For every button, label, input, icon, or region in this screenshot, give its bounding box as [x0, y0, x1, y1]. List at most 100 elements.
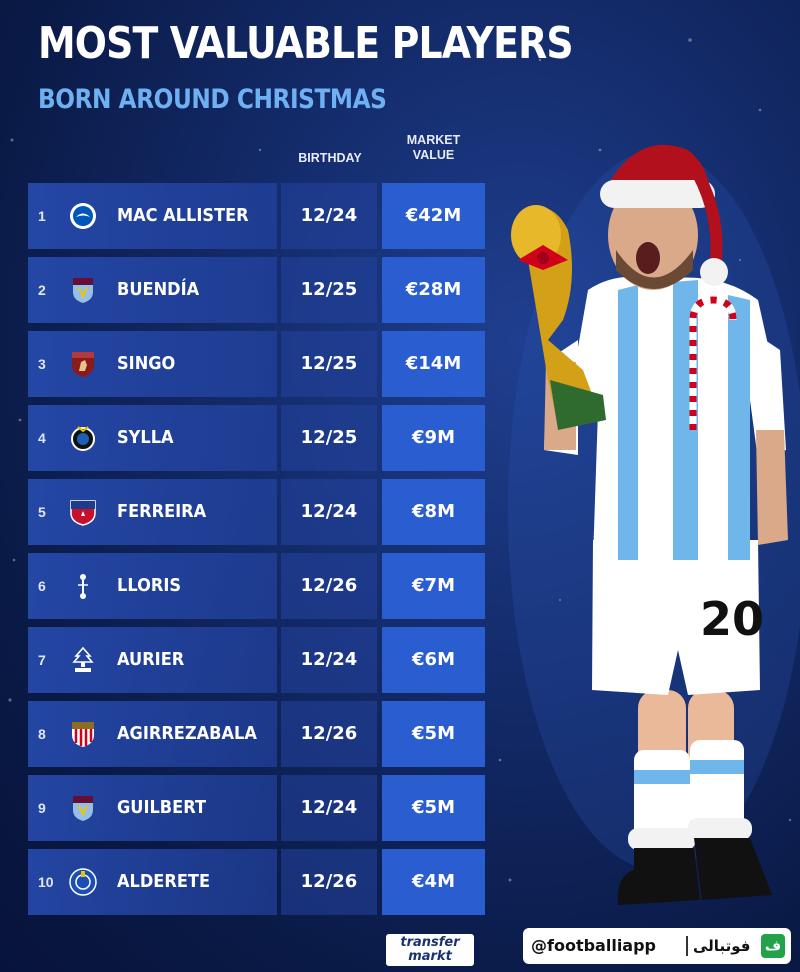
market-value: €5M [412, 723, 455, 744]
birthday-value: 12/26 [300, 575, 358, 596]
transfermarkt-logo: transfer markt [386, 934, 474, 966]
player-name: ALDERETE [117, 871, 211, 892]
rank-number: 7 [38, 652, 46, 668]
table-row: 7 AURIER 12/24 €6M [28, 627, 485, 693]
birthday-value: 12/24 [300, 205, 358, 226]
player-cell: 1 MAC ALLISTER [28, 183, 277, 249]
birthday-value: 12/24 [300, 649, 358, 670]
column-header-birthday: BIRTHDAY [298, 151, 362, 165]
table-row: 5 FERREIRA 12/24 €8M [28, 479, 485, 545]
birthday-value: 12/24 [300, 797, 358, 818]
shorts-number-icon: 20 [700, 592, 764, 646]
athletic-bilbao-crest-icon [72, 722, 94, 747]
rank-number: 1 [38, 208, 46, 224]
birthday-cell: 12/26 [281, 849, 377, 915]
player-cell: 8 AGIRREZABALA [28, 701, 277, 767]
market-value: €5M [412, 797, 455, 818]
market-value: €8M [412, 501, 455, 522]
tottenham-crest-icon [78, 574, 88, 599]
market-value-cell: €6M [382, 627, 485, 693]
birthday-cell: 12/24 [281, 479, 377, 545]
table-row: 6 LLORIS 12/26 €7M [28, 553, 485, 619]
rank-number: 9 [38, 800, 46, 816]
app-logo-icon: ف [761, 934, 785, 958]
player-cell: 5 FERREIRA [28, 479, 277, 545]
birthday-value: 12/25 [300, 353, 358, 374]
player-cell: 9 GUILBERT [28, 775, 277, 841]
birthday-value: 12/26 [300, 723, 358, 744]
player-illustration: 20 [508, 144, 800, 905]
table-row: 8 AGIRREZABALA 12/26 €5M [28, 701, 485, 767]
market-value: €4M [412, 871, 455, 892]
birthday-cell: 12/25 [281, 257, 377, 323]
app-name-arabic: فوتبالی [693, 937, 751, 955]
rank-number: 10 [38, 874, 54, 890]
birthday-cell: 12/24 [281, 627, 377, 693]
market-value-cell: €5M [382, 775, 485, 841]
getafe-crest-icon [69, 868, 97, 896]
player-cell: 2 BUENDÍA [28, 257, 277, 323]
player-name: MAC ALLISTER [117, 205, 249, 226]
column-header-market-line2: VALUE [412, 148, 455, 162]
player-cell: 10 ALDERETE [28, 849, 277, 915]
table-row: 9 GUILBERT 12/24 €5M [28, 775, 485, 841]
player-cell: 7 AURIER [28, 627, 277, 693]
rank-number: 8 [38, 726, 46, 742]
birthday-value: 12/24 [300, 501, 358, 522]
aston-villa-crest-icon [73, 278, 93, 303]
market-value-cell: €28M [382, 257, 485, 323]
market-value-cell: €5M [382, 701, 485, 767]
birthday-value: 12/25 [300, 279, 358, 300]
player-name: AGIRREZABALA [117, 723, 257, 744]
player-cell: 3 SINGO [28, 331, 277, 397]
social-handle-badge: @footballiapp فوتبالی ف [523, 928, 791, 964]
market-value-cell: €42M [382, 183, 485, 249]
nottingham-forest-crest-icon [72, 646, 94, 672]
table-row: 3 SINGO 12/25 €14M [28, 331, 485, 397]
table-row: 1 MAC ALLISTER 12/24 €42M [28, 183, 485, 249]
market-value: €9M [412, 427, 455, 448]
player-cell: 4 SYLLA [28, 405, 277, 471]
player-name: BUENDÍA [117, 279, 200, 300]
page-title: MOST VALUABLE PLAYERS [38, 18, 574, 69]
page-subtitle: BORN AROUND CHRISTMAS [38, 84, 387, 115]
rank-number: 5 [38, 504, 46, 520]
birthday-cell: 12/26 [281, 701, 377, 767]
market-value: €42M [405, 205, 462, 226]
table-row: 2 BUENDÍA 12/25 €28M [28, 257, 485, 323]
aston-villa-crest-icon [73, 796, 93, 821]
market-value-cell: €8M [382, 479, 485, 545]
birthday-cell: 12/24 [281, 183, 377, 249]
market-value: €28M [405, 279, 462, 300]
market-value-cell: €14M [382, 331, 485, 397]
brighton-crest-icon [70, 203, 96, 229]
transfermarkt-logo-line2: markt [408, 949, 452, 964]
rank-number: 4 [38, 430, 46, 446]
market-value-cell: €9M [382, 405, 485, 471]
transfermarkt-logo-line1: transfer [400, 935, 460, 950]
market-value-cell: €7M [382, 553, 485, 619]
birthday-cell: 12/25 [281, 405, 377, 471]
birthday-cell: 12/25 [281, 331, 377, 397]
player-name: LLORIS [117, 575, 182, 596]
player-name: AURIER [117, 649, 185, 670]
column-header-market-line1: MARKET [406, 133, 461, 147]
market-value: €14M [405, 353, 462, 374]
player-name: FERREIRA [117, 501, 207, 522]
table-row: 4 SYLLA 12/25 €9M [28, 405, 485, 471]
table-row: 10 ALDERETE 12/26 €4M [28, 849, 485, 915]
player-name: SINGO [117, 353, 176, 374]
player-cell: 6 LLORIS [28, 553, 277, 619]
torino-crest-icon [72, 352, 94, 377]
column-header-market-value: MARKET VALUE [382, 133, 485, 163]
birthday-cell: 12/26 [281, 553, 377, 619]
birthday-value: 12/25 [300, 427, 358, 448]
club-brugge-crest-icon [71, 426, 95, 451]
rank-number: 6 [38, 578, 46, 594]
handle-divider [686, 936, 688, 956]
social-handle: @footballiapp [531, 936, 656, 955]
market-value: €7M [412, 575, 455, 596]
market-value: €6M [412, 649, 455, 670]
rank-number: 3 [38, 356, 46, 372]
player-name: SYLLA [117, 427, 174, 448]
